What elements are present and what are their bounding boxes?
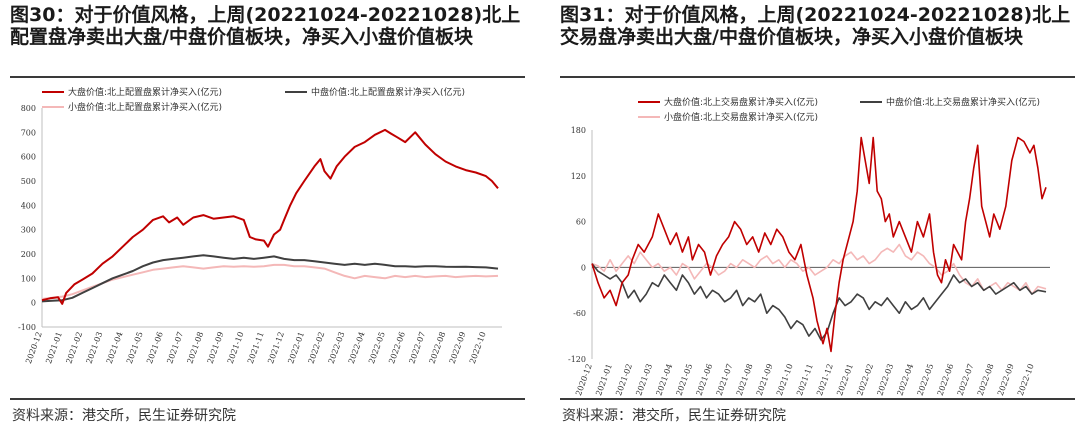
chart-title: 图30：对于价值风格，上周(20221024-20221028)北上配置盘净卖出…: [10, 4, 521, 48]
x-tick-label: 2021-07: [165, 331, 185, 365]
x-tick-label: 2022-02: [855, 363, 875, 397]
x-tick-label: 2021-01: [594, 363, 614, 397]
series-line: [591, 136, 1047, 353]
y-tick-label: 120: [571, 172, 586, 181]
x-tick-label: 2021-03: [634, 363, 654, 397]
y-tick-label: 200: [21, 250, 36, 259]
x-tick-label: 2022-08: [976, 363, 996, 397]
y-tick-label: 0: [31, 299, 36, 308]
x-tick-label: 2022-03: [327, 331, 347, 365]
x-tick-label: 2021-04: [105, 331, 125, 365]
y-tick-label: -100: [18, 323, 36, 332]
title-divider: [560, 76, 1075, 78]
x-tick-label: 2021-05: [125, 331, 145, 365]
x-tick-label: 2021-11: [246, 331, 266, 365]
y-tick-label: 700: [21, 128, 36, 137]
y-tick-label: 0: [581, 263, 586, 272]
x-tick-label: 2021-12: [266, 331, 286, 365]
x-tick-label: 2021-03: [85, 331, 105, 365]
source-divider: [560, 398, 1075, 400]
chart-panel-right: 图31：对于价值风格，上周(20221024-20221028)北上交易盘净卖出…: [550, 0, 1080, 428]
x-tick-label: 2022-06: [936, 363, 956, 397]
legend-label: 小盘价值:北上交易盘累计净买入(亿元): [664, 111, 818, 123]
x-tick-label: 2021-02: [64, 331, 84, 365]
y-tick-label: 500: [21, 177, 36, 186]
x-tick-label: 2021-08: [185, 331, 205, 365]
x-tick-label: 2021-10: [775, 363, 795, 397]
x-tick-label: 2022-05: [916, 363, 936, 397]
y-tick-label: -120: [568, 355, 586, 364]
y-tick-label: 600: [21, 153, 36, 162]
x-tick-label: 2022-09: [448, 331, 468, 365]
x-tick-label: 2022-09: [996, 363, 1016, 397]
y-tick-label: 100: [21, 274, 36, 283]
chart-title: 图31：对于价值风格，上周(20221024-20221028)北上交易盘净卖出…: [560, 4, 1071, 48]
x-tick-label: 2021-11: [795, 363, 815, 397]
series-line: [591, 243, 1047, 295]
title-divider: [10, 76, 525, 78]
legend-label: 大盘价值:北上交易盘累计净买入(亿元): [664, 96, 818, 108]
legend-label: 小盘价值:北上配置盘累计净买入(亿元): [68, 101, 222, 113]
x-tick-label: 2022-04: [895, 363, 915, 397]
x-tick-label: 2022-06: [387, 331, 407, 365]
x-tick-label: 2022-10: [468, 331, 488, 365]
y-tick-label: -60: [573, 309, 586, 318]
x-tick-label: 2021-04: [654, 363, 674, 397]
series-line: [41, 254, 499, 303]
x-tick-label: 2022-01: [286, 331, 306, 365]
x-tick-label: 2022-01: [835, 363, 855, 397]
y-tick-label: 400: [21, 201, 36, 210]
x-tick-label: 2022-07: [407, 331, 427, 365]
x-tick-label: 2022-07: [956, 363, 976, 397]
x-tick-label: 2022-04: [347, 331, 367, 365]
x-tick-label: 2021-01: [44, 331, 64, 365]
chart-panel-left: 图30：对于价值风格，上周(20221024-20221028)北上配置盘净卖出…: [0, 0, 530, 428]
y-tick-label: 300: [21, 226, 36, 235]
x-tick-label: 2021-05: [674, 363, 694, 397]
x-tick-label: 2022-05: [367, 331, 387, 365]
legend-label: 大盘价值:北上配置盘累计净买入(亿元): [68, 86, 222, 98]
x-tick-label: 2021-07: [715, 363, 735, 397]
x-tick-label: 2022-10: [1016, 363, 1036, 397]
y-tick-label: 180: [571, 126, 586, 135]
x-tick-label: 2021-09: [755, 363, 775, 397]
legend-label: 中盘价值:北上交易盘累计净买入(亿元): [886, 96, 1040, 108]
source-note: 资料来源：港交所，民生证券研究院: [562, 408, 786, 424]
series-line: [591, 263, 1047, 341]
x-tick-label: 2022-02: [307, 331, 327, 365]
y-tick-label: 800: [21, 104, 36, 113]
series-line: [41, 263, 499, 300]
y-tick-label: 60: [576, 218, 586, 227]
x-tick-label: 2020-12: [24, 331, 44, 365]
legend-label: 中盘价值:北上配置盘累计净买入(亿元): [311, 86, 465, 98]
x-tick-label: 2021-12: [815, 363, 835, 397]
source-note: 资料来源：港交所，民生证券研究院: [12, 408, 236, 424]
x-tick-label: 2020-12: [574, 363, 594, 397]
x-tick-label: 2021-08: [735, 363, 755, 397]
x-tick-label: 2022-03: [875, 363, 895, 397]
x-tick-label: 2021-06: [145, 331, 165, 365]
x-tick-label: 2022-08: [428, 331, 448, 365]
x-tick-label: 2021-02: [614, 363, 634, 397]
series-line: [41, 128, 499, 305]
x-tick-label: 2021-10: [226, 331, 246, 365]
x-tick-label: 2021-09: [206, 331, 226, 365]
source-divider: [10, 398, 525, 400]
x-tick-label: 2021-06: [695, 363, 715, 397]
